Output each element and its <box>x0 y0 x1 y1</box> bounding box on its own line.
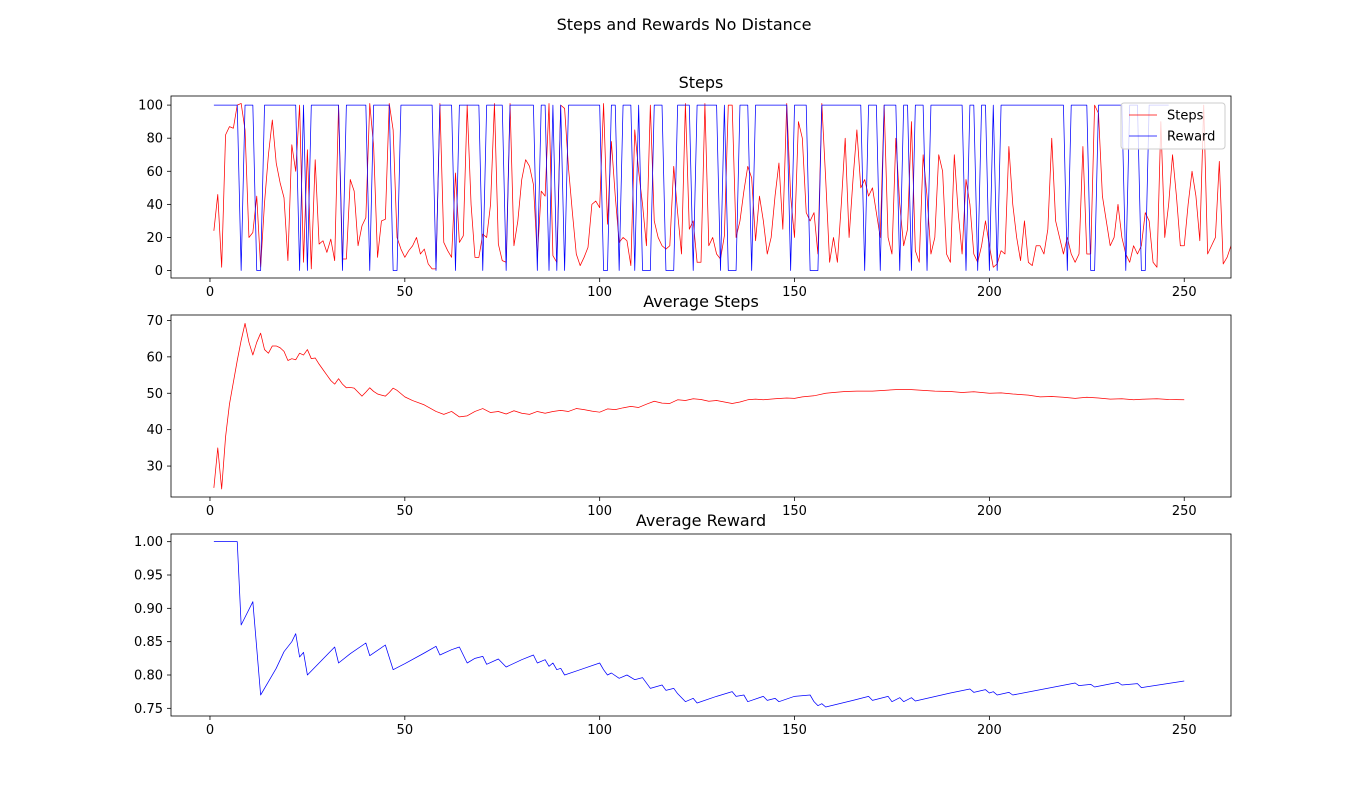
average-reward-x-tick-label: 200 <box>977 723 1002 738</box>
average-reward-x-tick-label: 150 <box>782 723 807 738</box>
average-steps-x-tick-label: 200 <box>977 504 1002 519</box>
average-steps-title: Average Steps <box>643 292 759 311</box>
average-steps-series-line <box>213 322 1185 490</box>
steps-y-tick-label: 20 <box>146 231 163 246</box>
average-reward-title: Average Reward <box>636 511 766 530</box>
average-reward-y-tick-label: 1.00 <box>134 535 163 550</box>
steps-y-tick-label: 100 <box>138 99 163 114</box>
average-reward-x-tick-label: 0 <box>206 723 214 738</box>
reward-series-line <box>213 104 1169 271</box>
steps-y-tick-label: 80 <box>146 132 163 147</box>
legend-box <box>1120 102 1226 150</box>
steps-legend-label: Steps <box>1167 109 1204 124</box>
steps-y-tick-label: 40 <box>146 198 163 213</box>
average-steps-x-tick-label: 50 <box>397 504 414 519</box>
steps-panel: Steps 0 50 100 150 200 250 0 20 40 60 80 100 Steps Rew… <box>138 73 1232 300</box>
average-reward-y-tick-label: 0.80 <box>134 669 163 684</box>
steps-x-tick-label: 200 <box>977 285 1002 300</box>
average-reward-y-tick-label: 0.95 <box>134 569 163 584</box>
average-steps-y-tick-label: 50 <box>146 387 163 402</box>
steps-x-tick-label: 0 <box>206 285 214 300</box>
average-reward-panel: Average Reward 0 50 100 150 200 250 0.75 0.80 0.8… <box>134 511 1232 738</box>
average-steps-x-tick-label: 150 <box>782 504 807 519</box>
steps-x-tick-label: 100 <box>587 285 612 300</box>
average-reward-x-tick-label: 250 <box>1172 723 1197 738</box>
average-reward-axes-frame <box>170 533 1232 717</box>
steps-y-tick-label: 60 <box>146 165 163 180</box>
steps-x-tick-label: 150 <box>782 285 807 300</box>
average-steps-y-tick-label: 60 <box>146 350 163 365</box>
steps-x-tick-label: 50 <box>397 285 414 300</box>
average-reward-y-tick-label: 0.90 <box>134 602 163 617</box>
steps-series-line <box>213 103 1231 270</box>
figure-suptitle: Steps and Rewards No Distance <box>557 15 812 34</box>
steps-title: Steps <box>679 73 724 92</box>
reward-legend-label: Reward <box>1167 130 1215 145</box>
steps-y-tick-label: 0 <box>155 264 163 279</box>
average-reward-series-line <box>213 541 1185 708</box>
average-steps-x-tick-label: 250 <box>1172 504 1197 519</box>
average-steps-axes-frame <box>170 314 1232 498</box>
average-steps-y-tick-label: 40 <box>146 423 163 438</box>
steps-axes-frame <box>170 95 1232 279</box>
average-steps-y-tick-label: 70 <box>146 314 163 329</box>
average-steps-panel: Average Steps 0 50 100 150 200 250 30 40 50 60 70 <box>146 292 1232 519</box>
average-steps-x-tick-label: 100 <box>587 504 612 519</box>
steps-x-tick-label: 250 <box>1172 285 1197 300</box>
average-reward-y-tick-label: 0.75 <box>134 702 163 717</box>
steps-legend: Steps Reward <box>1120 102 1226 150</box>
average-reward-y-tick-label: 0.85 <box>134 635 163 650</box>
average-steps-y-tick-label: 30 <box>146 460 163 475</box>
average-reward-x-tick-label: 100 <box>587 723 612 738</box>
average-steps-x-tick-label: 0 <box>206 504 214 519</box>
average-reward-x-tick-label: 50 <box>397 723 414 738</box>
